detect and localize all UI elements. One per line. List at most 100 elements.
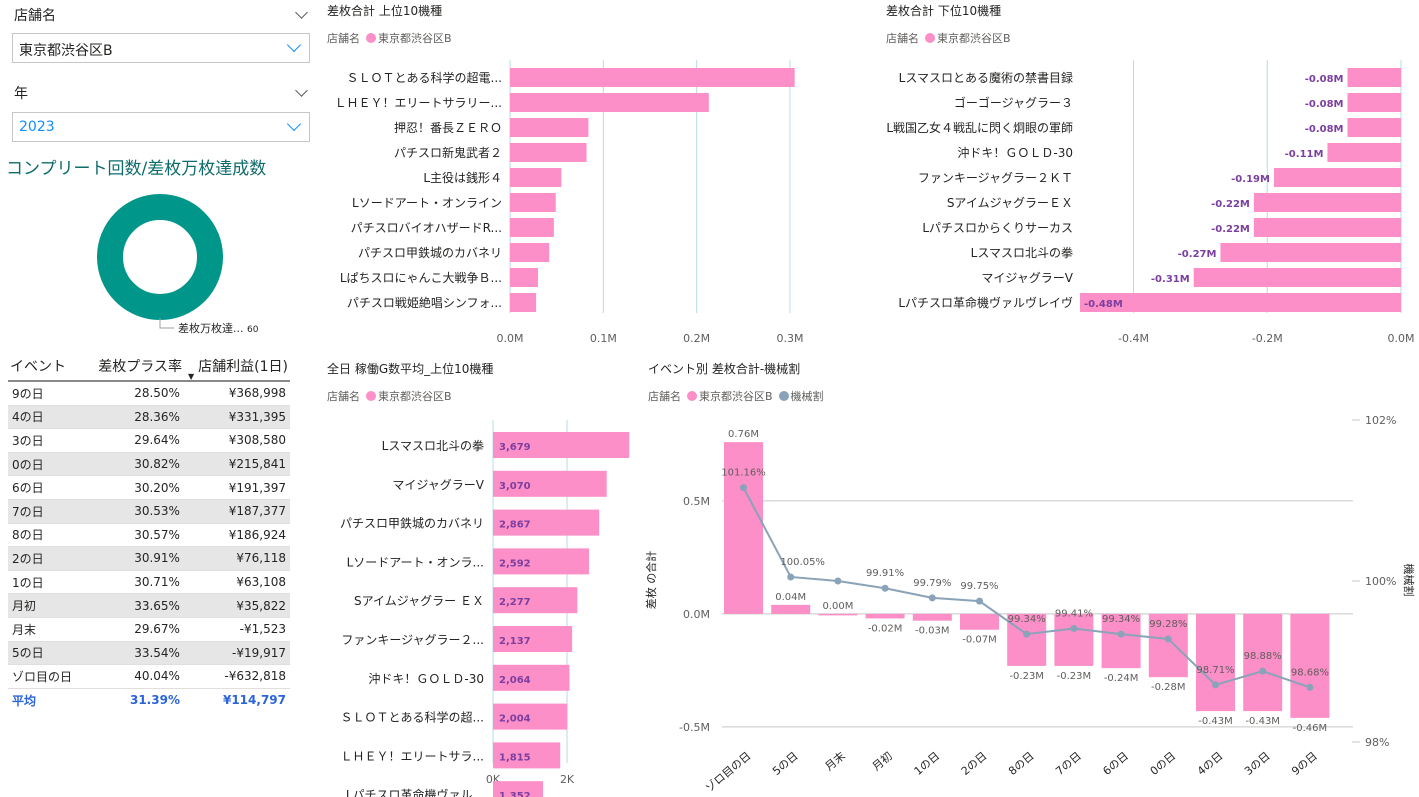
bar[interactable] [493, 742, 561, 769]
year-slicer-label: 年 [14, 86, 28, 102]
bar[interactable] [510, 68, 795, 87]
bar[interactable] [493, 470, 607, 497]
bar[interactable] [771, 604, 811, 614]
cell-store-profit: ¥35,822 [183, 593, 290, 618]
year-slicer-dropdown[interactable]: 2023 [12, 112, 310, 142]
header-event[interactable]: イベント [8, 356, 85, 382]
bar[interactable] [1290, 613, 1330, 718]
event-combo-chart[interactable]: 0.5M 0.0M -0.5M 102% 100% 98% 差枚 の合計 機械割 0.76M ゾロ… [640, 405, 1419, 797]
table-row[interactable]: 6の日 30.20% ¥191,397 [8, 475, 290, 500]
legend-store[interactable]: 東京都渋谷区B [937, 32, 1011, 45]
category-label: Lスマスロ北斗の拳 [971, 245, 1073, 260]
store-slicer-chevron-icon[interactable] [295, 6, 308, 19]
bar[interactable] [1054, 613, 1094, 666]
bar[interactable] [1253, 218, 1401, 237]
legend-store[interactable]: 東京都渋谷区B [699, 390, 773, 403]
line-point[interactable] [928, 594, 936, 602]
bar[interactable] [510, 218, 554, 237]
bar[interactable] [493, 703, 568, 730]
bar[interactable] [510, 93, 709, 112]
header-plus-rate[interactable]: 差枚プラス率 [84, 356, 184, 382]
bar[interactable] [1148, 613, 1188, 678]
line-point[interactable] [1164, 635, 1172, 643]
bar[interactable] [493, 664, 570, 691]
table-row[interactable]: 月初 33.65% ¥35,822 [8, 593, 290, 618]
bar[interactable] [493, 626, 573, 652]
line-point[interactable] [1023, 630, 1031, 638]
category-label: Lスマスロ北斗の拳 [382, 438, 484, 453]
top10-bar-chart[interactable]: 0.0M 0.1M 0.2M 0.3M ＳＬＯＴとある科学の超電... ＬＨＥＹ！エリート… [320, 55, 840, 350]
line-point[interactable] [787, 573, 795, 581]
line-point[interactable] [976, 597, 983, 605]
bar[interactable] [510, 268, 538, 287]
bar[interactable] [1101, 613, 1141, 669]
line-point[interactable] [740, 484, 747, 492]
bar[interactable] [510, 193, 556, 212]
table-row[interactable]: 0の日 30.82% ¥215,841 [8, 452, 290, 477]
bar-data-label: 0.04M [775, 592, 806, 603]
table-row[interactable]: 1の日 30.71% ¥63,108 [8, 570, 290, 595]
data-label: -0.48M [1084, 299, 1123, 310]
bar[interactable] [1220, 243, 1401, 262]
table-row[interactable]: 9の日 28.50% ¥368,998 [8, 381, 290, 406]
cell-event: 4の日 [8, 405, 85, 430]
bar[interactable] [510, 243, 550, 262]
line-data-label: 99.75% [960, 581, 998, 592]
table-row[interactable]: 8の日 30.57% ¥186,924 [8, 523, 290, 548]
event-title: イベント別 差枚合計-機械割 [648, 362, 801, 376]
table-row[interactable]: 2の日 30.91% ¥76,118 [8, 546, 290, 571]
legend-machine[interactable]: 機械割 [790, 390, 824, 403]
bar[interactable] [1347, 68, 1402, 87]
bar[interactable] [1193, 268, 1401, 287]
table-row[interactable]: 3の日 29.64% ¥308,580 [8, 428, 290, 453]
bar[interactable] [493, 509, 600, 536]
bar[interactable] [1327, 143, 1401, 162]
bar[interactable] [1273, 168, 1401, 187]
bar[interactable] [493, 432, 630, 458]
legend-store[interactable]: 東京都渋谷区B [378, 32, 452, 45]
table-row[interactable]: ゾロ目の日 40.04% -¥632,818 [8, 664, 290, 689]
bar[interactable] [912, 613, 952, 621]
bar[interactable] [724, 442, 763, 614]
line-point[interactable] [881, 584, 889, 592]
bar[interactable] [493, 548, 589, 575]
bottom10-bar-chart[interactable]: -0.4M -0.2M 0.0M Lスマスロとある魔術の禁書目録 -0.08M ゴーゴージ… [880, 55, 1419, 350]
bar[interactable] [865, 613, 905, 619]
bar[interactable] [510, 293, 537, 312]
line-point[interactable] [1070, 624, 1078, 632]
legend-store[interactable]: 東京都渋谷区B [378, 390, 452, 403]
bar[interactable] [493, 781, 544, 797]
bar[interactable] [1007, 613, 1047, 666]
store-slicer-dropdown[interactable]: 東京都渋谷区B [12, 33, 310, 63]
bar[interactable] [1080, 293, 1401, 312]
line-point[interactable] [1306, 683, 1314, 691]
line-point[interactable] [1212, 681, 1219, 689]
table-row[interactable]: 7の日 30.53% ¥187,377 [8, 499, 290, 524]
header-store-profit[interactable]: 店舗利益(1日) ▼ [183, 356, 290, 382]
line-point[interactable] [834, 577, 842, 585]
legend-label: 店舗名 [327, 32, 360, 45]
x-tick-label: 7の日 [1053, 749, 1084, 778]
bar[interactable] [1347, 93, 1402, 112]
bar[interactable] [510, 118, 589, 137]
bar[interactable] [510, 143, 587, 162]
donut-chart[interactable]: 差枚万枚達... 60 [60, 190, 320, 340]
table-row[interactable]: 月末 29.67% -¥1,523 [8, 617, 290, 642]
bar[interactable] [510, 168, 562, 187]
table-row[interactable]: 5の日 33.54% -¥19,917 [8, 641, 290, 666]
bar[interactable] [818, 613, 858, 616]
line-point[interactable] [1117, 630, 1125, 638]
cell-store-profit: ¥187,377 [183, 499, 290, 524]
bar[interactable] [1347, 118, 1402, 137]
year-slicer-chevron-icon[interactable] [295, 84, 308, 97]
line-point[interactable] [1259, 667, 1267, 675]
bar[interactable] [960, 613, 999, 630]
bar[interactable] [1253, 193, 1401, 212]
bar[interactable] [1196, 613, 1235, 712]
bar[interactable] [1243, 613, 1283, 712]
table-row[interactable]: 4の日 28.36% ¥331,395 [8, 405, 290, 430]
bar[interactable] [493, 587, 578, 614]
cell-store-profit: -¥632,818 [183, 664, 290, 689]
donut-ring[interactable] [97, 194, 223, 320]
